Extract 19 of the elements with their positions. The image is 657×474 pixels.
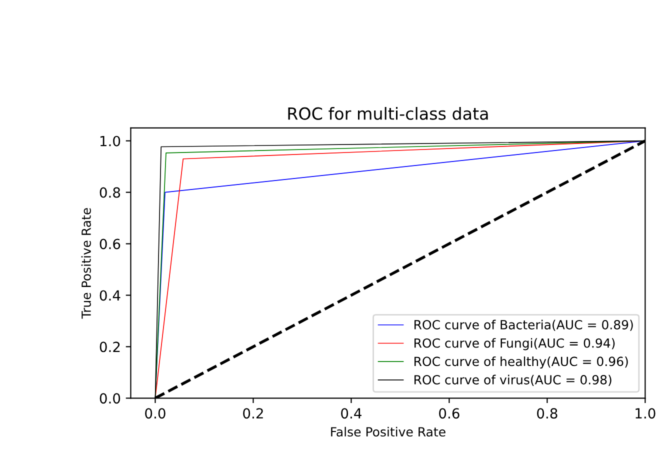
x-tick-label: 0.6: [439, 408, 460, 419]
x-tick-label: 0.0: [145, 408, 166, 419]
y-tick-label: 0.0: [100, 393, 120, 404]
y-tick-label: 0.2: [100, 342, 120, 352]
legend-label: ROC curve of Bacteria(AUC = 0.89): [414, 320, 633, 331]
y-tick-label: 0.8: [100, 187, 120, 198]
y-tick-label: 0.6: [100, 238, 120, 250]
y-axis-title: True Positive Rate: [81, 208, 91, 319]
chart-title: ROC for multi-class data: [288, 106, 488, 120]
legend-label: ROC curve of healthy(AUC = 0.96): [414, 356, 628, 369]
x-tick-label: 0.8: [537, 408, 558, 419]
x-axis-title: False Positive Rate: [331, 426, 446, 437]
y-tick-label: 0.4: [100, 290, 120, 301]
x-tick-label: 1.0: [636, 408, 656, 419]
legend-label: ROC curve of Fungi(AUC = 0.94): [414, 338, 615, 350]
y-tick-label: 1.0: [100, 136, 120, 146]
legend-label: ROC curve of virus(AUC = 0.98): [414, 374, 612, 386]
x-tick-label: 0.4: [341, 408, 362, 419]
x-tick-label: 0.2: [243, 408, 263, 419]
